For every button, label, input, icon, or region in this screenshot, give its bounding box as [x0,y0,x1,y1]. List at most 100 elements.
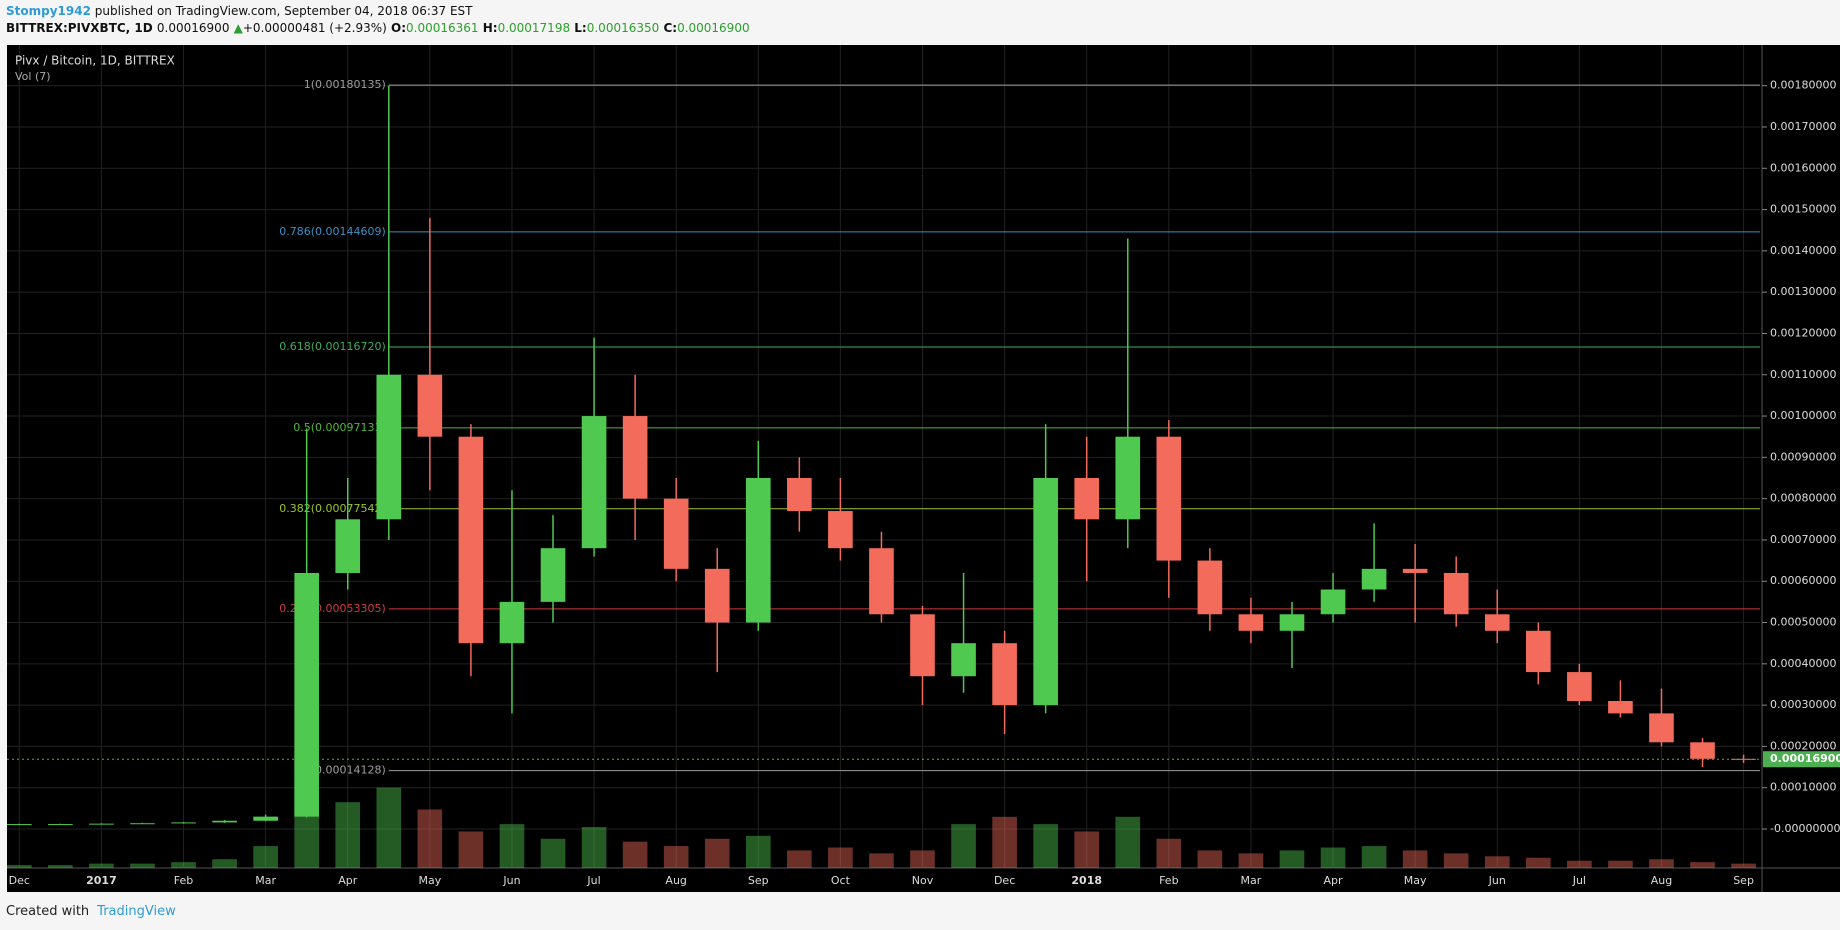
volume-bar [212,859,237,868]
volume-bar [130,863,155,868]
fib-label: 0(0.00014128) [304,764,386,777]
volume-bar [1649,859,1674,868]
candle-body [130,823,155,825]
volume-bar [253,846,278,868]
candle-body [335,519,361,573]
candle-body [1074,477,1100,520]
x-tick-label: Nov [912,874,934,887]
volume-bar [171,862,196,868]
volume-bar [910,850,935,868]
volume-bar [1238,853,1264,868]
chart-background [7,45,1840,892]
x-tick-label: Dec [9,874,30,887]
volume-bar [1402,850,1428,868]
volume-bar [1525,857,1551,868]
x-tick-label: 2017 [86,874,117,887]
y-tick-label: 0.00110000 [1770,368,1836,381]
fib-label: 0.618(0.00116720) [279,340,386,353]
y-tick-label: -0.00000000 [1770,822,1840,835]
candle-body [1033,477,1058,706]
y-tick-label: 0.00160000 [1770,161,1836,174]
volume-bar [540,838,566,868]
fib-label: 1(0.00180135) [304,78,386,91]
brand-link[interactable]: TradingView [97,904,176,919]
change-arrow: ▲ [233,21,243,35]
candle-body [417,374,443,437]
volume-bar [1361,846,1387,868]
candle-body [253,816,278,821]
y-tick-label: 0.00050000 [1770,616,1836,629]
volume-bar [1690,862,1715,868]
candle-body [869,548,894,615]
y-tick-label: 0.00020000 [1770,739,1836,752]
volume-bar [417,809,443,868]
candle-body [622,416,648,499]
x-tick-label: Feb [1159,874,1178,887]
candle-body [1567,672,1592,701]
candle-body [458,436,484,644]
volume-bar [745,835,771,868]
y-tick-label: 0.00090000 [1770,450,1836,463]
y-tick-label: 0.00150000 [1770,203,1836,216]
volume-bar [1567,860,1592,868]
candle-body [1690,742,1715,759]
footer-text: Created with [6,904,90,919]
ohlc-key: O: [391,21,406,35]
candle-body [1197,560,1223,615]
volume-bar [951,824,976,868]
x-tick-label: Mar [1241,874,1262,887]
x-tick-label: Jun [1488,874,1506,887]
y-tick-label: 0.00040000 [1770,657,1836,670]
ohlc-value: 0.00016900 [677,21,750,35]
volume-bar [48,865,73,868]
x-tick-label: Dec [994,874,1015,887]
publish-line: Stompy1942 published on TradingView.com,… [6,4,473,18]
x-tick-label: Apr [338,874,358,887]
symbol: BITTREX:PIVXBTC, 1D [6,21,153,35]
x-tick-label: Jul [1572,874,1586,887]
x-tick-label: Aug [665,874,686,887]
volume-bar [499,824,525,868]
candle-body [992,643,1017,706]
volume-bar [335,802,361,868]
candle-body [1443,572,1469,615]
ohlc-key: C: [663,21,678,35]
candle-body [745,477,771,623]
ohlc-value: 0.00017198 [497,21,571,35]
volume-bar [1608,860,1633,868]
fib-retracement: 1(0.00180135) 0.786(0.00144609) 0.618(0.00… [7,78,1760,777]
author[interactable]: Stompy1942 [6,4,91,18]
volume-bar [1033,824,1058,868]
ohlc-value: 0.00016350 [586,21,660,35]
chart-title: Pivx / Bitcoin, 1D, BITTREX [15,54,175,68]
symbol-line: BITTREX:PIVXBTC, 1D 0.00016900 ▲+0.00000… [6,21,750,35]
x-tick-label: May [1404,874,1427,887]
candles [7,85,1756,826]
volume-bar [1115,816,1141,868]
candle-body [1731,758,1756,760]
candle-body [294,572,320,817]
ohlc-key: H: [482,21,498,35]
candle-body [910,614,935,677]
candle-body [704,568,730,623]
volume-bar [458,831,484,868]
volume-bar [376,787,402,868]
candle-body [1608,700,1633,714]
x-tick-label: Feb [174,874,193,887]
fib-label: 0.382(0.00077542) [279,502,386,515]
x-tick-label: Apr [1324,874,1344,887]
volume-bar [1443,853,1469,868]
last-price-label: 0.00016900 [1770,752,1840,765]
y-tick-label: 0.00180000 [1770,79,1836,92]
candle-body [1361,568,1387,590]
candle-body [499,601,525,644]
x-tick-label: May [418,874,441,887]
x-tick-label: Jul [586,874,600,887]
volume-label: Vol (7) [15,70,51,83]
candle-body [48,824,73,826]
volume-bar [828,847,853,868]
candle-body [171,822,196,824]
volume-bar [704,838,730,868]
y-tick-label: 0.00140000 [1770,244,1836,257]
x-tick-label: 2018 [1071,874,1102,887]
